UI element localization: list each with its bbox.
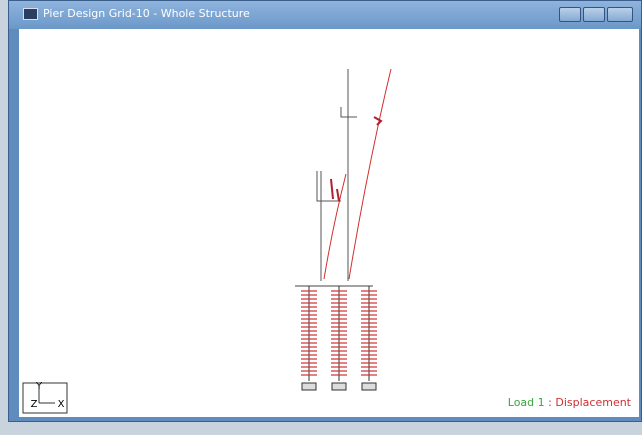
close-button[interactable] [607, 7, 633, 22]
axis-label: Y [35, 381, 43, 392]
legend: Load 1 : Displacement [508, 396, 631, 409]
minimize-button[interactable] [559, 7, 581, 22]
structure-view: Y Z X [19, 29, 639, 417]
maximize-button[interactable] [583, 7, 605, 22]
screen: {"window": {"title": "Pier Design Grid-1… [0, 0, 642, 435]
window-icon [23, 8, 38, 20]
window-controls [559, 7, 633, 22]
pile-group [301, 286, 377, 390]
axis-label: Z [31, 399, 38, 410]
support [332, 383, 346, 390]
title-bar: Pier Design Grid-10 - Whole Structure [9, 1, 641, 29]
deflection-mark [331, 117, 381, 201]
separator: : [548, 396, 552, 409]
support [302, 383, 316, 390]
window: Pier Design Grid-10 - Whole Structure Y [8, 0, 642, 422]
load-label: Load 1 [508, 396, 545, 409]
axis-label: X [58, 399, 65, 410]
window-title: Pier Design Grid-10 - Whole Structure [43, 7, 250, 20]
deflected-shape [324, 174, 346, 279]
bearing [341, 107, 357, 117]
result-label: Displacement [555, 396, 631, 409]
deflected-shape [349, 69, 391, 279]
support [362, 383, 376, 390]
viewport: Y Z X Load 1 : Displacement [19, 29, 639, 417]
